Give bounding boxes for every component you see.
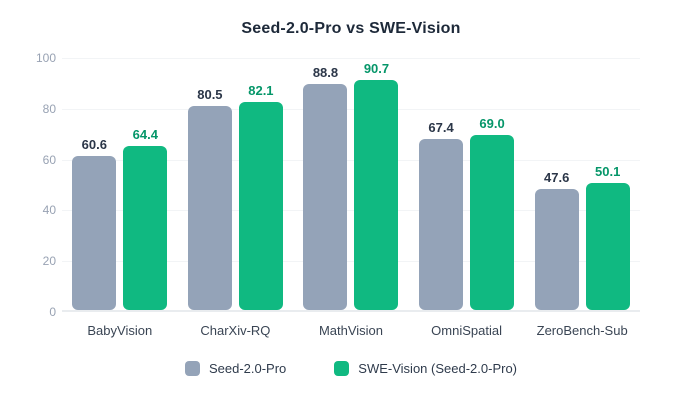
y-axis: 0 20 40 60 80 100 [0, 52, 56, 318]
legend-item: Seed-2.0-Pro [184, 361, 287, 376]
y-axis-tick-label: 0 [49, 305, 56, 319]
legend-swatch [184, 361, 200, 376]
bar-group: 80.5 82.1 [178, 58, 294, 310]
x-axis-label: CharXiv-RQ [200, 323, 271, 338]
gridline [62, 108, 640, 110]
legend-label: Seed-2.0-Pro [208, 361, 287, 376]
y-axis-tick-label: 20 [42, 254, 56, 269]
gridline [62, 210, 640, 212]
legend-label: SWE-Vision (Seed-2.0-Pro) [358, 361, 518, 376]
x-axis-label: BabyVision [87, 323, 153, 338]
bar: 50.1 [585, 165, 630, 310]
bar-groups: 60.6 64.4 80.5 82.1 88.8 90.7 67.4 69.0 47.6 50.1 [62, 58, 640, 310]
y-axis-tick-label: 60 [42, 152, 56, 167]
bar-value-label: 82.1 [248, 82, 274, 98]
bar: 47.6 [534, 171, 579, 310]
x-axis-label: OmniSpatial [431, 323, 502, 338]
bar-value-label: 88.8 [312, 65, 339, 81]
bar-value-label: 90.7 [363, 60, 390, 76]
gridline [62, 261, 640, 263]
legend-item: SWE-Vision (Seed-2.0-Pro) [334, 361, 517, 376]
legend-swatch [334, 361, 350, 376]
bar: 80.5 [187, 88, 232, 310]
bar-value-label: 60.6 [81, 137, 107, 153]
bar-value-label: 80.5 [197, 86, 223, 102]
bar-value-label: 69.0 [479, 115, 505, 131]
bar: 69.0 [470, 117, 515, 310]
bar-value-label: 47.6 [544, 170, 570, 186]
bar: 82.1 [238, 84, 283, 310]
y-axis-tick-label: 100 [35, 51, 56, 65]
chart-title: Seed-2.0-Pro vs SWE-Vision [241, 20, 461, 37]
bar-value-label: 67.4 [428, 119, 454, 135]
bar-group: 47.6 50.1 [524, 58, 640, 310]
bar: 64.4 [123, 128, 168, 310]
y-axis-tick-label: 80 [42, 101, 56, 116]
gridline [62, 58, 640, 59]
x-axis-label: ZeroBench-Sub [536, 323, 628, 338]
x-axis: BabyVision CharXiv-RQ MathVision OmniSpatia… [62, 323, 640, 338]
gridline [62, 159, 640, 161]
bar-group: 60.6 64.4 [62, 58, 178, 310]
bar-group: 67.4 69.0 [409, 58, 525, 310]
bar: 67.4 [419, 121, 464, 310]
legend: Seed-2.0-Pro SWE-Vision (Seed-2.0-Pro) [62, 361, 640, 376]
y-axis-tick-label: 40 [42, 203, 56, 218]
bar: 60.6 [72, 138, 117, 310]
plot-area: 60.6 64.4 80.5 82.1 88.8 90.7 67.4 69.0 47.6 50.1 [62, 58, 640, 312]
bar: 88.8 [303, 66, 348, 310]
bar-value-label: 64.4 [132, 127, 158, 143]
x-axis-label: MathVision [318, 323, 384, 338]
bar-value-label: 50.1 [595, 163, 621, 179]
bar: 90.7 [354, 62, 399, 310]
bar-group: 88.8 90.7 [293, 58, 409, 310]
